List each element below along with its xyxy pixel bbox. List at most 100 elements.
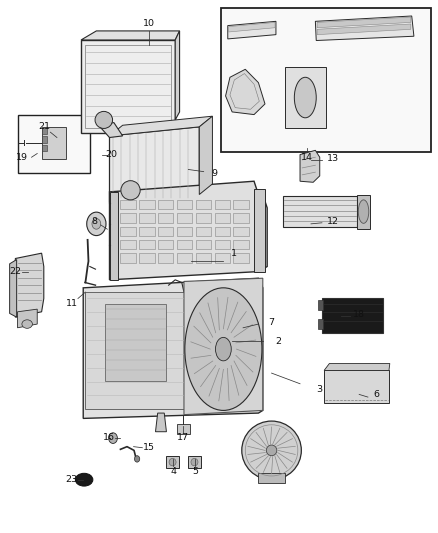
Bar — [120, 240, 136, 249]
Text: 6: 6 — [374, 390, 380, 399]
Ellipse shape — [75, 473, 93, 486]
Bar — [322, 298, 383, 333]
Polygon shape — [226, 69, 265, 115]
Bar — [215, 213, 230, 223]
Bar — [177, 240, 192, 249]
Bar — [81, 40, 175, 133]
Bar — [324, 370, 389, 403]
Bar — [196, 227, 211, 236]
Text: 4: 4 — [170, 467, 176, 476]
Ellipse shape — [95, 111, 113, 128]
Polygon shape — [229, 22, 275, 32]
Polygon shape — [83, 278, 263, 418]
Bar — [42, 127, 66, 159]
Ellipse shape — [185, 288, 262, 410]
Bar — [215, 227, 230, 236]
Text: 8: 8 — [91, 217, 97, 225]
Ellipse shape — [134, 456, 140, 462]
Ellipse shape — [87, 212, 106, 236]
Ellipse shape — [191, 458, 198, 466]
Polygon shape — [110, 127, 199, 203]
Text: 17: 17 — [177, 433, 189, 441]
Polygon shape — [300, 150, 320, 182]
Text: 16: 16 — [102, 433, 115, 441]
Polygon shape — [110, 181, 267, 280]
Text: 20: 20 — [106, 150, 118, 159]
Bar — [105, 304, 166, 381]
Bar — [177, 227, 192, 236]
Bar — [139, 227, 155, 236]
Bar — [215, 253, 230, 263]
Polygon shape — [18, 309, 37, 328]
Text: 19: 19 — [16, 153, 28, 161]
Text: 1: 1 — [231, 249, 237, 257]
Ellipse shape — [92, 219, 101, 229]
Bar — [85, 45, 171, 128]
Bar — [233, 240, 249, 249]
Ellipse shape — [121, 181, 140, 200]
Bar — [166, 456, 179, 468]
Bar — [215, 240, 230, 249]
Polygon shape — [315, 16, 414, 41]
Bar — [177, 213, 192, 223]
Bar — [318, 319, 323, 329]
Polygon shape — [199, 116, 212, 195]
Bar — [177, 253, 192, 263]
Text: 9: 9 — [212, 169, 218, 177]
Text: 23: 23 — [65, 475, 78, 484]
Text: 10: 10 — [143, 20, 155, 28]
Polygon shape — [81, 31, 180, 40]
Bar — [85, 292, 184, 409]
Text: 7: 7 — [268, 318, 275, 327]
Bar — [357, 195, 370, 229]
Bar — [215, 200, 230, 209]
Bar — [233, 213, 249, 223]
Bar — [158, 240, 173, 249]
Bar — [139, 213, 155, 223]
Bar — [196, 200, 211, 209]
Text: 13: 13 — [327, 155, 339, 163]
Bar — [139, 200, 155, 209]
Polygon shape — [10, 260, 17, 317]
Text: 11: 11 — [66, 300, 78, 308]
Text: 21: 21 — [38, 123, 50, 131]
Polygon shape — [110, 116, 212, 136]
Bar — [42, 145, 47, 151]
Bar — [120, 200, 136, 209]
Polygon shape — [155, 413, 166, 432]
Bar — [188, 456, 201, 468]
Polygon shape — [184, 278, 263, 415]
Ellipse shape — [358, 200, 369, 223]
Bar — [254, 189, 265, 272]
Bar — [42, 136, 47, 143]
Bar — [318, 300, 323, 310]
Ellipse shape — [169, 458, 176, 466]
Bar — [158, 227, 173, 236]
Polygon shape — [175, 31, 180, 120]
Bar — [233, 227, 249, 236]
Bar — [139, 253, 155, 263]
Bar — [158, 200, 173, 209]
Text: 14: 14 — [300, 153, 313, 161]
Polygon shape — [317, 17, 411, 28]
Bar — [233, 253, 249, 263]
Bar — [120, 213, 136, 223]
Polygon shape — [324, 364, 390, 370]
Bar — [158, 253, 173, 263]
Bar — [110, 192, 118, 280]
Bar — [196, 240, 211, 249]
Bar — [258, 473, 285, 483]
Polygon shape — [317, 24, 411, 35]
Text: 12: 12 — [327, 217, 339, 225]
Polygon shape — [99, 123, 123, 138]
Bar — [120, 253, 136, 263]
Text: 15: 15 — [143, 443, 155, 452]
Polygon shape — [15, 253, 44, 317]
Bar — [196, 213, 211, 223]
Ellipse shape — [22, 320, 32, 328]
Text: 22: 22 — [9, 268, 21, 276]
Ellipse shape — [109, 433, 117, 443]
Ellipse shape — [294, 77, 316, 118]
Bar — [18, 115, 90, 173]
Text: 3: 3 — [317, 385, 323, 393]
